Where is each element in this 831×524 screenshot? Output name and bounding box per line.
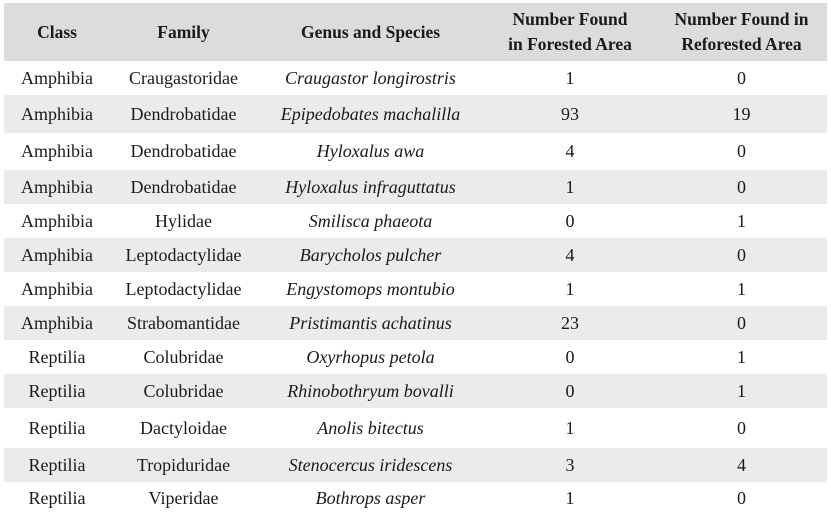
cell-forested-count: 1 (565, 67, 575, 88)
cell-family: Viperidae (148, 488, 219, 508)
cell-class: Reptilia (28, 417, 86, 438)
header-reforested-line2: Reforested Area (681, 34, 802, 54)
table-row: Reptilia Colubridae Oxyrhopus petola 0 1 (4, 340, 827, 374)
cell-class: Reptilia (28, 454, 86, 475)
cell-family: Dendrobatidae (130, 141, 237, 161)
cell-species: Bothrops asper (315, 488, 426, 508)
cell-forested-count: 1 (565, 488, 575, 508)
cell-class: Amphibia (21, 176, 93, 197)
cell-family: Colubridae (143, 380, 224, 401)
cell-species: Pristimantis achatinus (289, 312, 452, 333)
cell-family: Craugastoridae (129, 67, 238, 88)
cell-species: Hyloxalus infraguttatus (285, 176, 456, 197)
cell-reforested-count: 1 (737, 210, 746, 231)
cell-reforested-count: 0 (737, 244, 746, 265)
cell-forested-count: 3 (565, 454, 575, 475)
cell-reforested-count: 0 (737, 176, 746, 197)
header-forested-line2: in Forested Area (508, 34, 632, 54)
cell-reforested-count: 0 (737, 488, 746, 508)
cell-class: Reptilia (28, 346, 86, 367)
cell-species: Craugastor longirostris (285, 67, 456, 88)
cell-family: Dendrobatidae (130, 103, 237, 124)
cell-family: Colubridae (143, 346, 224, 367)
cell-class: Amphibia (21, 312, 93, 333)
cell-species: Oxyrhopus petola (306, 346, 435, 367)
cell-species: Barycholos pulcher (299, 244, 442, 265)
species-table-container: Class Family Genus and Species Number Fo… (4, 3, 827, 515)
cell-species: Engystomops montubio (286, 278, 455, 299)
cell-class: Amphibia (21, 244, 93, 265)
cell-family: Leptodactylidae (125, 278, 242, 299)
cell-reforested-count: 1 (737, 278, 746, 299)
table-row: Amphibia Hylidae Smilisca phaeota 0 1 (4, 204, 827, 238)
table-row: Amphibia Leptodactylidae Barycholos pulche… (4, 238, 827, 272)
cell-forested-count: 23 (561, 312, 579, 333)
cell-species: Stenocercus iridescens (288, 454, 453, 475)
table-row: Amphibia Craugastoridae Craugastor longiro… (4, 61, 827, 95)
header-forested-line1: Number Found (512, 9, 628, 29)
header-reforested-line1: Number Found in (674, 9, 809, 29)
table-row: Amphibia Dendrobatidae Hyloxalus awa 4 0 (4, 133, 827, 170)
cell-class: Amphibia (21, 278, 93, 299)
header-forested: Number Found in Forested Area (484, 3, 656, 61)
header-reforested: Number Found in Reforested Area (656, 3, 827, 61)
table-header: Class Family Genus and Species Number Fo… (4, 3, 827, 61)
header-row: Class Family Genus and Species Number Fo… (4, 3, 827, 61)
cell-reforested-count: 0 (737, 141, 746, 161)
cell-forested-count: 0 (565, 380, 575, 401)
cell-species: Smilisca phaeota (308, 210, 433, 231)
cell-forested-count: 1 (565, 176, 575, 197)
cell-family: Strabomantidae (127, 312, 240, 333)
cell-family: Leptodactylidae (125, 244, 242, 265)
table-row: Amphibia Dendrobatidae Hyloxalus infragutt… (4, 170, 827, 204)
cell-reforested-count: 0 (737, 417, 746, 438)
cell-class: Amphibia (21, 210, 93, 231)
cell-reforested-count: 0 (737, 312, 746, 333)
header-class: Class (37, 21, 77, 42)
header-species: Genus and Species (300, 21, 441, 42)
cell-reforested-count: 1 (737, 346, 746, 367)
cell-forested-count: 0 (565, 346, 575, 367)
cell-species: Anolis bitectus (317, 417, 424, 438)
cell-reforested-count: 0 (737, 67, 746, 88)
cell-class: Amphibia (21, 67, 93, 88)
cell-forested-count: 4 (565, 141, 575, 161)
cell-reforested-count: 1 (737, 380, 746, 401)
cell-reforested-count: 4 (737, 454, 746, 475)
cell-forested-count: 4 (565, 244, 575, 265)
cell-forested-count: 0 (565, 210, 575, 231)
header-family: Family (157, 21, 210, 42)
table-body: Amphibia Craugastoridae Craugastor longiro… (4, 61, 827, 515)
cell-species: Hyloxalus awa (316, 141, 425, 161)
cell-forested-count: 1 (565, 417, 575, 438)
cell-reforested-count: 19 (732, 103, 751, 124)
table-row: Reptilia Dactyloidae Anolis bitectus 1 0 (4, 408, 827, 448)
cell-family: Hylidae (155, 210, 212, 231)
cell-class: Amphibia (21, 103, 93, 124)
table-row: Reptilia Tropiduridae Stenocercus iridesce… (4, 448, 827, 482)
cell-forested-count: 1 (565, 278, 575, 299)
cell-class: Reptilia (28, 380, 86, 401)
table-row: Amphibia Dendrobatidae Epipedobates machal… (4, 95, 827, 133)
table-row: Reptilia Colubridae Rhinobothryum bovalli 0… (4, 374, 827, 408)
cell-species: Epipedobates machalilla (280, 103, 461, 124)
table-row: Amphibia Strabomantidae Pristimantis achat… (4, 306, 827, 340)
table-row: Reptilia Viperidae Bothrops asper 1 0 (4, 482, 827, 515)
cell-family: Dactyloidae (140, 417, 227, 438)
cell-class: Reptilia (28, 488, 86, 508)
species-count-table: Class Family Genus and Species Number Fo… (4, 3, 827, 515)
cell-family: Dendrobatidae (130, 176, 237, 197)
cell-class: Amphibia (21, 141, 93, 161)
cell-family: Tropiduridae (136, 454, 231, 475)
cell-forested-count: 93 (561, 103, 579, 124)
cell-species: Rhinobothryum bovalli (287, 380, 454, 401)
table-row: Amphibia Leptodactylidae Engystomops montu… (4, 272, 827, 306)
